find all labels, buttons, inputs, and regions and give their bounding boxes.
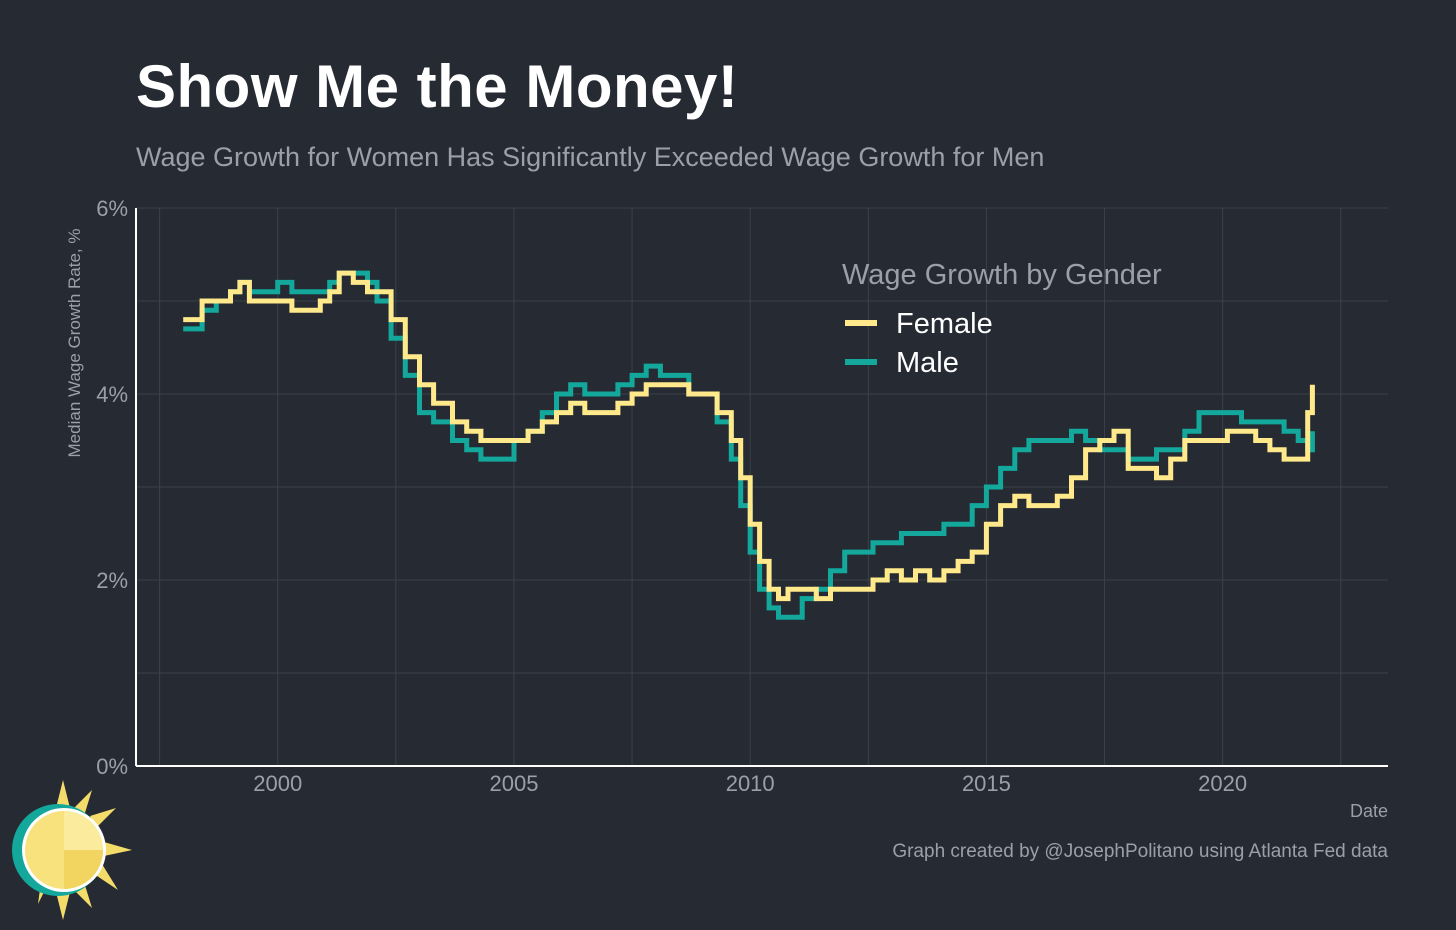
legend: Wage Growth by Gender Female Male [842, 259, 1162, 379]
x-tick-label: 2020 [1198, 771, 1247, 796]
legend-label-male: Male [896, 347, 959, 379]
sun-logo-icon [12, 780, 132, 920]
x-tick-label: 2005 [489, 771, 538, 796]
series-line-female [183, 270, 1315, 602]
x-tick-label: 2010 [726, 771, 775, 796]
chart-title: Show Me the Money! [136, 53, 739, 120]
axes [135, 208, 1388, 767]
series-lines [183, 270, 1315, 620]
x-tick-label: 2015 [962, 771, 1011, 796]
y-tick-label: 0% [96, 754, 128, 779]
x-axis-label: Date [1350, 801, 1388, 821]
legend-title: Wage Growth by Gender [842, 259, 1162, 291]
y-tick-label: 6% [96, 196, 128, 221]
y-axis-label: Median Wage Growth Rate, % [65, 229, 84, 458]
y-tick-label: 4% [96, 382, 128, 407]
grid-lines [136, 207, 1388, 767]
legend-label-female: Female [896, 308, 993, 340]
series-line-male [183, 270, 1315, 620]
chart-subtitle: Wage Growth for Women Has Significantly … [136, 142, 1045, 172]
y-tick-label: 2% [96, 568, 128, 593]
tick-labels: 0% 2% 4% 6% 2000 2005 2010 2015 2020 [96, 196, 1247, 796]
x-tick-label: 2000 [253, 771, 302, 796]
source-credit: Graph created by @JosephPolitano using A… [892, 841, 1388, 862]
